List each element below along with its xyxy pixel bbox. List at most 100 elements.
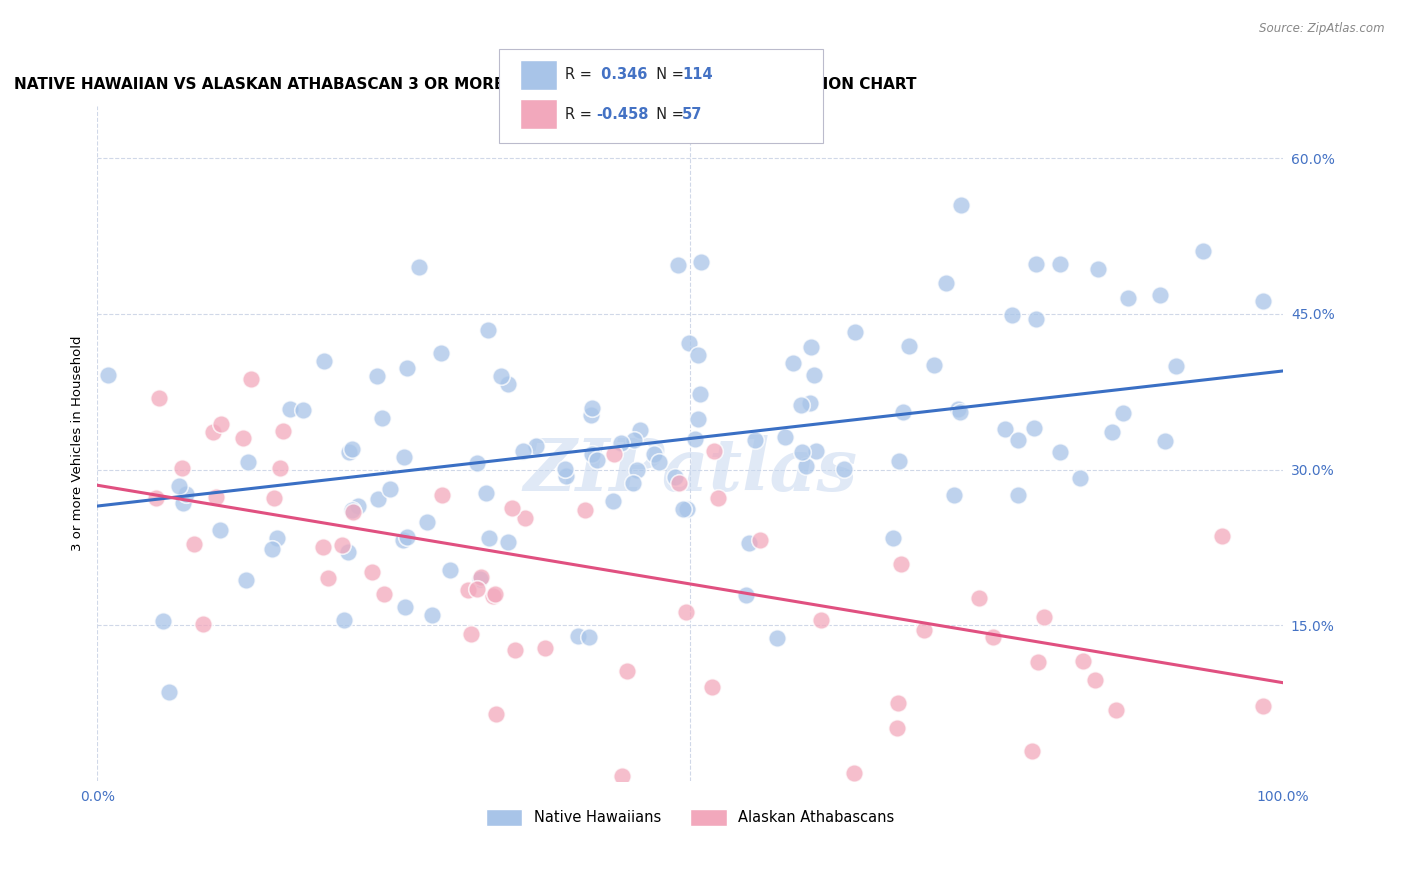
Point [948, 402, 970, 417]
Point [430, 487, 453, 501]
Point [485, 706, 508, 721]
Point [408, 260, 430, 274]
Point [330, 538, 353, 552]
Point [666, 259, 689, 273]
Point [678, 336, 700, 351]
Point [922, 358, 945, 372]
Point [470, 570, 492, 584]
Point [1007, 434, 1029, 448]
Point [689, 255, 711, 269]
Point [209, 417, 232, 431]
Point [887, 696, 910, 710]
Point [1025, 257, 1047, 271]
Legend: Native Hawaiians, Alaskan Athabascans: Native Hawaiians, Alaskan Athabascans [479, 803, 900, 831]
Point [735, 588, 758, 602]
Point [292, 403, 315, 417]
Point [394, 450, 416, 464]
Point [804, 444, 827, 458]
Point [312, 540, 335, 554]
Point [439, 563, 461, 577]
Point [969, 591, 991, 605]
Point [891, 405, 914, 419]
Point [621, 476, 644, 491]
Point [882, 531, 904, 545]
Point [744, 433, 766, 447]
Point [269, 461, 291, 475]
Point [700, 681, 723, 695]
Point [191, 617, 214, 632]
Point [266, 532, 288, 546]
Point [513, 511, 536, 525]
Text: Source: ZipAtlas.com: Source: ZipAtlas.com [1260, 22, 1385, 36]
Point [1192, 244, 1215, 258]
Point [1071, 654, 1094, 668]
Point [579, 409, 602, 423]
Point [1164, 359, 1187, 373]
Point [672, 501, 695, 516]
Point [1032, 610, 1054, 624]
Point [465, 582, 488, 597]
Text: -0.458: -0.458 [596, 107, 648, 121]
Point [574, 503, 596, 517]
Point [420, 608, 443, 623]
Text: N =: N = [647, 107, 689, 121]
Point [152, 614, 174, 628]
Point [912, 624, 935, 638]
Point [1083, 673, 1105, 688]
Point [236, 455, 259, 469]
Point [554, 468, 576, 483]
Point [581, 401, 603, 416]
Point [1105, 703, 1128, 717]
Y-axis label: 3 or more Vehicles in Household: 3 or more Vehicles in Household [72, 336, 84, 551]
Point [503, 643, 526, 657]
Point [524, 439, 547, 453]
Point [316, 572, 339, 586]
Point [468, 572, 491, 586]
Point [361, 565, 384, 579]
Point [373, 586, 395, 600]
Point [1211, 529, 1233, 543]
Point [1024, 421, 1046, 435]
Point [749, 533, 772, 548]
Point [1111, 406, 1133, 420]
Point [664, 470, 686, 484]
Point [794, 458, 817, 473]
Point [686, 348, 709, 362]
Point [482, 589, 505, 603]
Point [554, 461, 576, 475]
Point [1149, 288, 1171, 302]
Point [239, 371, 262, 385]
Point [800, 340, 823, 354]
Point [610, 769, 633, 783]
Point [484, 587, 506, 601]
Text: R =: R = [565, 107, 596, 121]
Point [616, 664, 638, 678]
Point [1021, 743, 1043, 757]
Point [477, 323, 499, 337]
Point [844, 325, 866, 339]
Point [1116, 291, 1139, 305]
Point [380, 482, 402, 496]
Point [202, 425, 225, 439]
Point [790, 398, 813, 412]
Point [157, 685, 180, 699]
Point [707, 491, 730, 506]
Point [889, 454, 911, 468]
Point [886, 721, 908, 735]
Point [478, 532, 501, 546]
Point [1001, 309, 1024, 323]
Point [415, 515, 437, 529]
Point [578, 630, 600, 644]
Point [935, 276, 957, 290]
Point [337, 444, 360, 458]
Point [208, 523, 231, 537]
Point [581, 447, 603, 461]
Point [832, 461, 855, 475]
Point [342, 442, 364, 456]
Point [602, 493, 624, 508]
Point [810, 613, 832, 627]
Point [1007, 488, 1029, 502]
Text: NATIVE HAWAIIAN VS ALASKAN ATHABASCAN 3 OR MORE VEHICLES IN HOUSEHOLD CORRELATIO: NATIVE HAWAIIAN VS ALASKAN ATHABASCAN 3 … [14, 78, 917, 93]
Text: N =: N = [647, 68, 689, 82]
Point [686, 412, 709, 426]
